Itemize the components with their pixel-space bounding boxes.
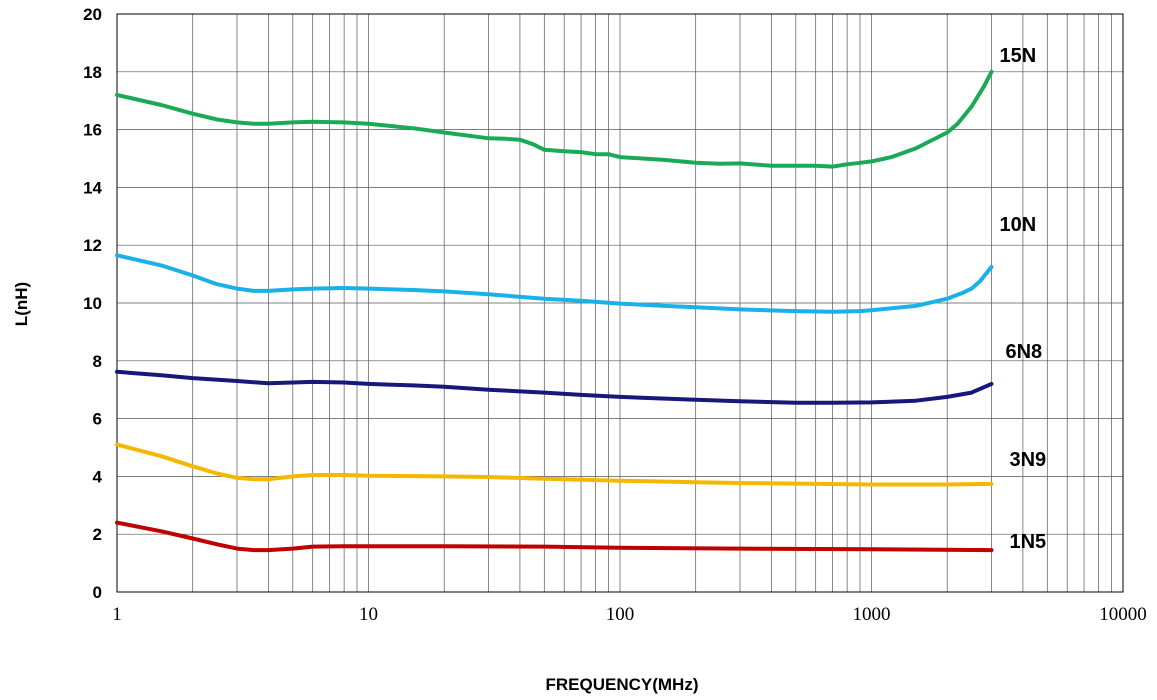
x-tick-label: 1: [112, 604, 122, 625]
series-labels: 15N 10N 6N8 3N9 1N5: [999, 45, 1046, 553]
y-tick-label: 14: [83, 178, 102, 197]
x-tick-label: 10: [359, 604, 378, 625]
y-tick-labels: 0 2 4 6 8 10 12 14 16 18 20: [83, 5, 102, 602]
y-tick-label: 2: [93, 525, 102, 544]
series-line-1n5: [115, 520, 994, 553]
y-tick-label: 18: [83, 63, 102, 82]
y-tick-label: 4: [93, 467, 103, 486]
plot-frame: [116, 13, 1124, 593]
series-line-3n9: [115, 442, 994, 487]
series-label-1n5: 1N5: [1009, 531, 1046, 553]
x-tick-label: 100: [606, 604, 635, 625]
x-tick-label: 10000: [1099, 604, 1147, 625]
series-label-3n9: 3N9: [1009, 449, 1046, 471]
x-tick-labels: 1 10 100 1000 10000: [112, 604, 1147, 625]
series-line-10n: [115, 253, 994, 314]
series-label-15n: 15N: [999, 45, 1036, 67]
x-axis-label: FREQUENCY(MHz): [546, 675, 699, 694]
series-label-10n: 10N: [999, 214, 1036, 236]
y-axis-label: L(nH): [12, 282, 31, 326]
y-tick-label: 20: [83, 5, 102, 24]
x-tick-label: 1000: [853, 604, 891, 625]
y-tick-label: 8: [93, 352, 102, 371]
y-tick-label: 10: [83, 294, 102, 313]
grid-lines: [116, 14, 1123, 592]
y-tick-label: 16: [83, 121, 102, 140]
y-tick-label: 0: [93, 583, 102, 602]
series-lines: [115, 69, 994, 553]
series-line-6n8: [115, 369, 994, 405]
series-label-6n8: 6N8: [1005, 341, 1042, 363]
y-tick-label: 12: [83, 236, 102, 255]
y-tick-label: 6: [93, 410, 102, 429]
series-line-15n: [115, 69, 994, 169]
